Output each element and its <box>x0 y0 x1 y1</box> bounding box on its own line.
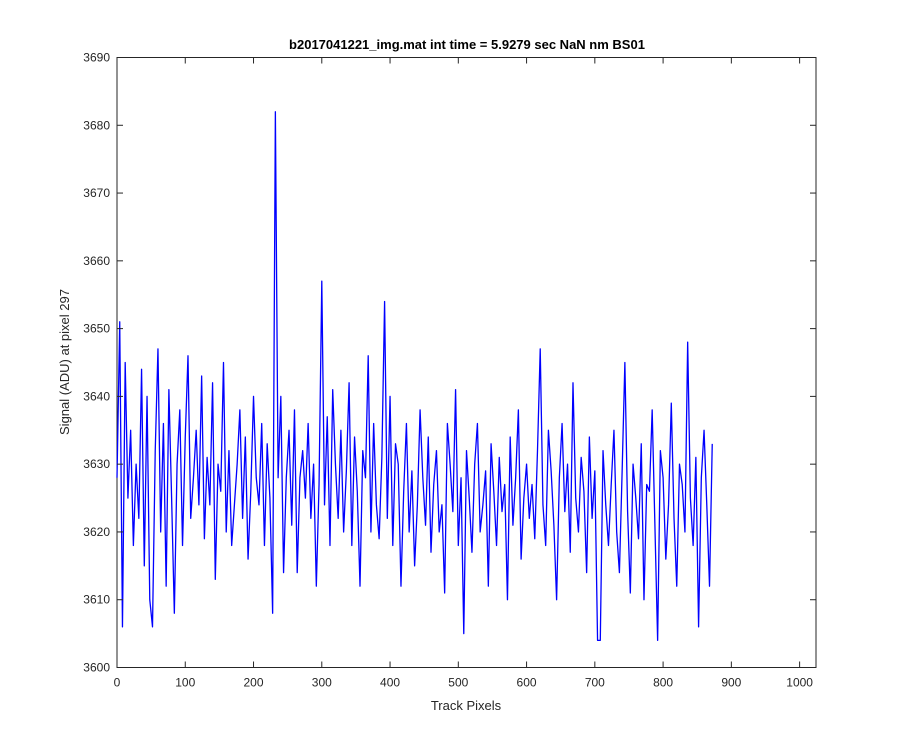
y-tick-label: 3600 <box>83 661 110 675</box>
y-tick-label: 3680 <box>83 118 110 132</box>
x-axis: 0 100 200 300 400 500 600 700 800 900 1000 <box>114 57 813 690</box>
x-tick-label: 800 <box>653 676 673 690</box>
y-tick-label: 3630 <box>83 457 110 471</box>
plot-area <box>116 57 817 668</box>
x-tick-label: 900 <box>721 676 741 690</box>
y-tick-label: 3640 <box>83 389 110 403</box>
x-tick-label: 100 <box>175 676 195 690</box>
x-tick-label: 1000 <box>786 676 813 690</box>
x-tick-label: 700 <box>585 676 605 690</box>
y-tick-label: 3620 <box>83 525 110 539</box>
x-tick-label: 0 <box>114 676 121 690</box>
series-line <box>116 111 713 642</box>
x-tick-label: 400 <box>380 676 400 690</box>
y-tick-label: 3610 <box>83 593 110 607</box>
x-tick-label: 500 <box>448 676 468 690</box>
chart-title: b2017041221_img.mat int time = 5.9279 se… <box>289 37 645 52</box>
y-axis-label: Signal (ADU) at pixel 297 <box>57 289 72 435</box>
plot-frame <box>116 57 817 668</box>
y-tick-label: 3670 <box>83 186 110 200</box>
x-axis-label: Track Pixels <box>431 698 502 713</box>
y-axis: 3600 3610 3620 3630 3640 3650 3660 3670 3680 3690 <box>83 51 816 675</box>
x-tick-label: 200 <box>244 676 264 690</box>
y-tick-label: 3690 <box>83 51 110 65</box>
y-tick-label: 3650 <box>83 322 110 336</box>
x-tick-label: 300 <box>312 676 332 690</box>
y-tick-label: 3660 <box>83 254 110 268</box>
x-tick-label: 600 <box>517 676 537 690</box>
